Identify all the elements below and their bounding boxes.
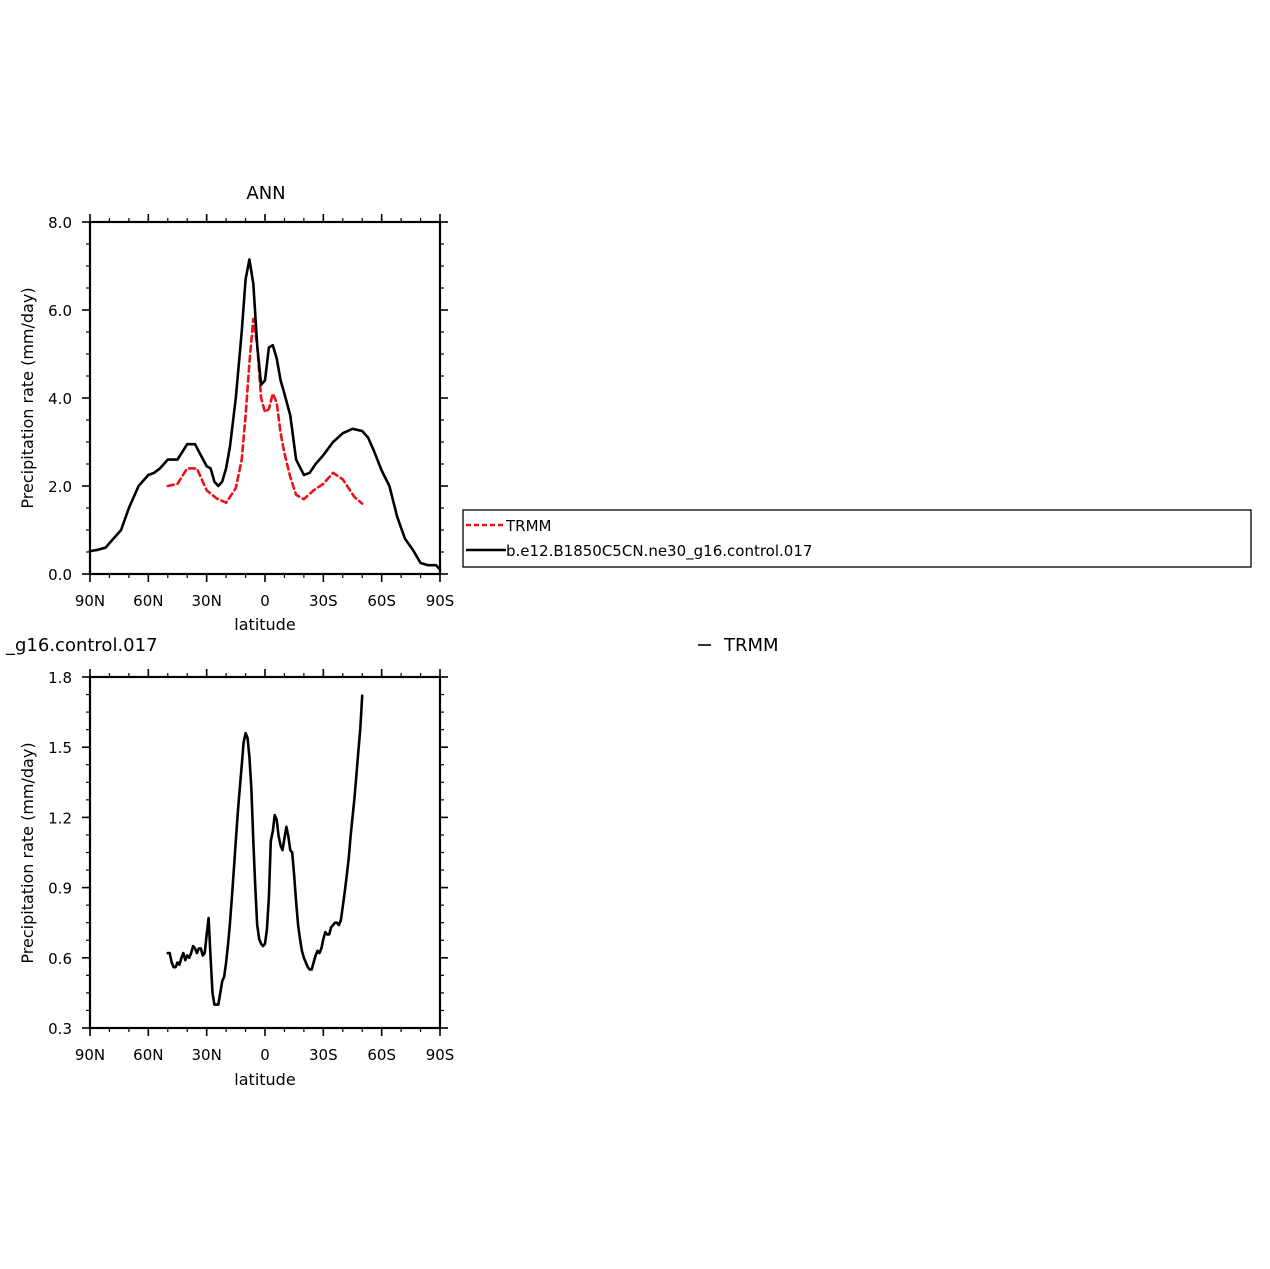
y-tick-label: 0.0 [48, 566, 72, 584]
series-line-0 [166, 694, 364, 1006]
x-tick-label: 0 [260, 1046, 270, 1064]
bottom-chart-xlabel: latitude [234, 1070, 295, 1089]
x-tick-label: 90N [75, 592, 105, 610]
top-chart-frame [88, 220, 442, 576]
top-chart: ANN Precipitation rate (mm/day) latitude… [18, 183, 454, 634]
x-tick-label: 90N [75, 1046, 105, 1064]
x-tick-label: 60N [133, 592, 163, 610]
x-tick-label: 60N [133, 1046, 163, 1064]
x-tick-label: 30N [192, 1046, 222, 1064]
y-tick-label: 0.6 [48, 950, 72, 968]
y-tick-label: 4.0 [48, 390, 72, 408]
top-chart-series [88, 258, 442, 571]
bottom-chart: _g16.control.017 TRMM Precipitation rate… [5, 635, 779, 1089]
y-tick-label: 0.3 [48, 1020, 72, 1038]
x-tick-label: 60S [367, 1046, 396, 1064]
y-tick-label: 1.5 [48, 739, 72, 757]
legend-label-model: b.e12.B1850C5CN.ne30_g16.control.017 [506, 542, 812, 561]
y-tick-label: 2.0 [48, 478, 72, 496]
y-tick-label: 6.0 [48, 302, 72, 320]
legend: TRMM b.e12.B1850C5CN.ne30_g16.control.01… [462, 509, 1252, 568]
top-chart-axes: 90N 60N 30N 0 30S 60S 90S 0.0 2.0 4.0 6.0 8.0 [48, 214, 454, 610]
x-tick-label: 30N [192, 592, 222, 610]
x-tick-label: 30S [309, 1046, 338, 1064]
x-tick-label: 90S [426, 1046, 455, 1064]
y-tick-label: 0.9 [48, 880, 72, 898]
y-tick-label: 1.8 [48, 669, 72, 687]
top-chart-title: ANN [246, 183, 285, 204]
bottom-chart-ylabel: Precipitation rate (mm/day) [18, 742, 37, 963]
legend-label-trmm: TRMM [505, 517, 551, 535]
top-chart-ylabel: Precipitation rate (mm/day) [18, 287, 37, 508]
legend-box [462, 509, 1252, 568]
bottom-chart-title-right: TRMM [723, 635, 779, 656]
y-tick-label: 8.0 [48, 214, 72, 232]
bottom-chart-axes: 90N 60N 30N 0 30S 60S 90S 0.3 0.6 0.9 1.2 1.5 1.8 [48, 669, 454, 1064]
bottom-chart-title-left: _g16.control.017 [5, 635, 158, 656]
x-tick-label: 90S [426, 592, 455, 610]
x-tick-label: 0 [260, 592, 270, 610]
bottom-chart-frame [88, 675, 442, 1030]
top-chart-xlabel: latitude [234, 615, 295, 634]
y-tick-label: 1.2 [48, 809, 72, 827]
series-line-1 [88, 258, 442, 571]
bottom-chart-series [166, 694, 364, 1006]
series-line-0 [166, 317, 364, 505]
x-tick-label: 30S [309, 592, 338, 610]
x-tick-label: 60S [367, 592, 396, 610]
